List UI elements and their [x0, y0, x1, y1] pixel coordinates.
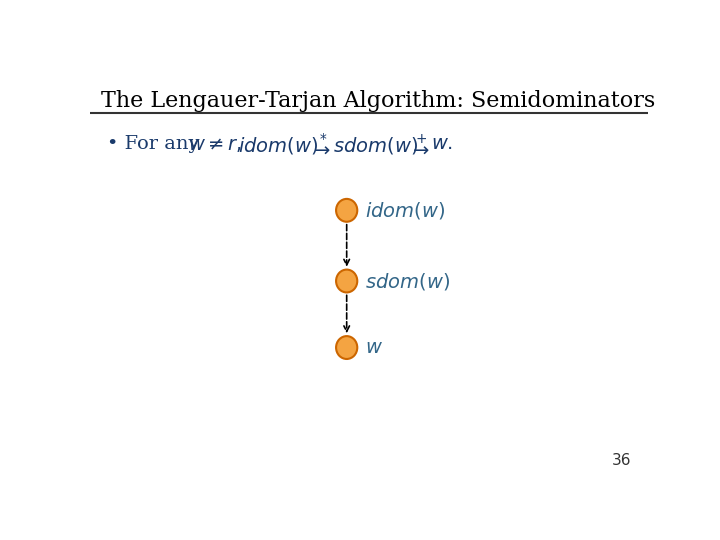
Text: $w.$: $w.$ [431, 136, 454, 153]
Text: • For any: • For any [107, 136, 199, 153]
Text: $\mathit{idom}(w)$: $\mathit{idom}(w)$ [238, 136, 318, 157]
Text: $\overset{+}{\rightarrow}$: $\overset{+}{\rightarrow}$ [409, 136, 431, 159]
Ellipse shape [336, 199, 357, 222]
Text: $\mathit{sdom}(w)$: $\mathit{sdom}(w)$ [364, 271, 449, 292]
Text: $\mathit{sdom}(w)$: $\mathit{sdom}(w)$ [333, 136, 418, 157]
Text: $\overset{*}{\rightarrow}$: $\overset{*}{\rightarrow}$ [310, 136, 332, 160]
Text: $\mathit{idom}(w)$: $\mathit{idom}(w)$ [364, 200, 445, 221]
Text: The Lengauer-Tarjan Algorithm: Semidominators: The Lengauer-Tarjan Algorithm: Semidomin… [101, 90, 655, 112]
Ellipse shape [336, 336, 357, 359]
Text: $w$: $w$ [364, 339, 382, 356]
Ellipse shape [336, 269, 357, 293]
Text: $w \neq r,$: $w \neq r,$ [188, 136, 242, 154]
Text: 36: 36 [612, 453, 631, 468]
